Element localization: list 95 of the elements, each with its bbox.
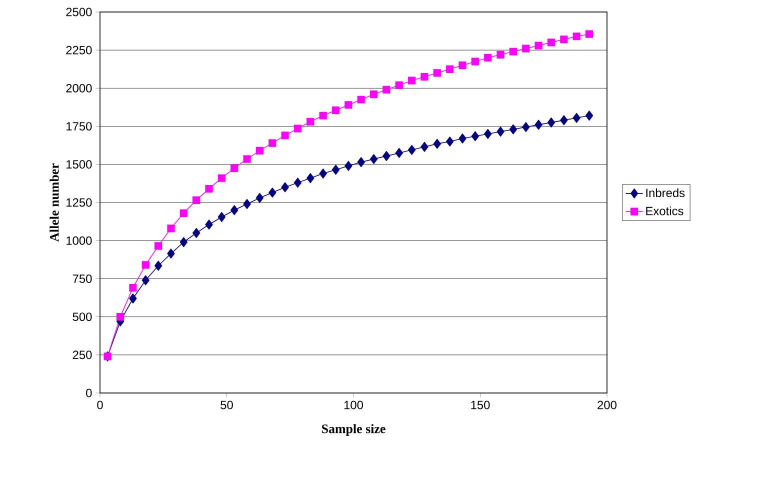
point — [522, 122, 530, 132]
point — [256, 146, 264, 154]
point — [357, 157, 365, 168]
point — [167, 248, 175, 259]
point — [420, 142, 428, 152]
point — [243, 155, 251, 163]
point — [370, 90, 378, 98]
point — [458, 133, 466, 144]
point — [230, 164, 238, 172]
point — [547, 117, 556, 128]
point — [205, 184, 213, 193]
x-tick-label: 100 — [344, 400, 364, 410]
legend-label: Exotics — [646, 206, 684, 216]
point — [142, 261, 150, 269]
point — [154, 260, 162, 271]
point — [471, 131, 480, 142]
point — [509, 48, 518, 56]
point — [458, 62, 466, 70]
point — [192, 228, 200, 238]
point — [256, 192, 264, 203]
point — [572, 32, 580, 40]
point — [180, 237, 188, 248]
point — [243, 199, 251, 210]
point — [294, 178, 302, 188]
point — [129, 294, 137, 304]
point — [547, 38, 556, 46]
y-tick-label: 1750 — [66, 122, 92, 131]
y-tick-label: 0 — [86, 388, 92, 398]
x-tick-label: 0 — [97, 400, 103, 410]
x-tick-label: 200 — [598, 400, 617, 410]
point — [294, 124, 302, 132]
point — [433, 138, 442, 149]
point — [522, 44, 530, 52]
point — [471, 58, 479, 66]
y-tick-label: 750 — [72, 274, 92, 283]
point — [180, 209, 188, 217]
point — [395, 148, 403, 158]
point — [344, 101, 352, 109]
point — [281, 182, 289, 192]
point — [167, 224, 175, 232]
y-axis-title: Allele number — [50, 163, 59, 242]
point — [306, 173, 314, 184]
point — [496, 50, 504, 58]
point — [408, 144, 416, 155]
point — [192, 196, 200, 204]
x-axis-title: Sample size — [322, 424, 386, 436]
point — [129, 284, 137, 292]
x-tick-label: 50 — [220, 400, 233, 410]
point — [420, 72, 428, 81]
point — [585, 30, 594, 38]
point — [534, 42, 542, 50]
point — [395, 81, 403, 89]
point — [230, 205, 238, 216]
point — [382, 86, 390, 94]
y-tick-label: 1500 — [66, 160, 92, 169]
point — [154, 242, 162, 250]
point — [344, 160, 352, 171]
point — [496, 126, 504, 137]
point — [446, 136, 454, 147]
point — [408, 76, 416, 84]
y-tick-label: 2000 — [66, 84, 92, 92]
y-tick-label: 1250 — [66, 198, 92, 207]
point — [560, 115, 568, 126]
point — [585, 110, 594, 121]
point — [116, 313, 124, 321]
y-tick-label: 2250 — [66, 46, 92, 54]
point — [205, 220, 213, 230]
point — [218, 212, 226, 222]
point — [306, 118, 314, 126]
point — [281, 132, 289, 140]
point — [218, 174, 226, 182]
point — [357, 96, 365, 104]
point — [319, 112, 327, 120]
point — [332, 106, 340, 114]
point — [268, 188, 276, 198]
point — [484, 128, 492, 139]
point — [534, 120, 542, 130]
y-tick-label: 1000 — [66, 236, 92, 245]
point — [382, 151, 390, 162]
point — [370, 154, 378, 164]
point — [560, 36, 568, 44]
legend-label: Inbreds — [646, 188, 685, 198]
y-tick-label: 2500 — [66, 8, 92, 16]
point — [446, 65, 454, 73]
point — [433, 69, 441, 77]
point — [268, 139, 276, 147]
point — [509, 124, 518, 134]
point — [572, 112, 580, 123]
point — [142, 275, 150, 286]
x-tick-label: 150 — [471, 400, 490, 410]
y-tick-label: 500 — [72, 312, 92, 322]
y-tick-label: 250 — [72, 350, 92, 360]
point — [332, 164, 340, 175]
point — [484, 54, 492, 62]
point — [319, 168, 327, 179]
